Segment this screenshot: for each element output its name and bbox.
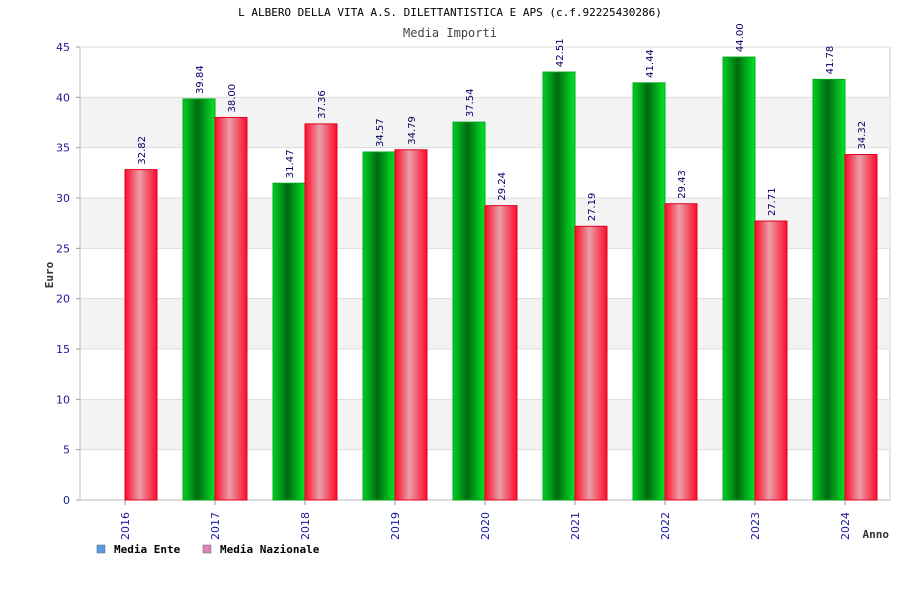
x-tick-label: 2023 (749, 512, 762, 540)
chart-subtitle: Media Importi (403, 26, 497, 40)
legend-label: Media Nazionale (220, 543, 320, 556)
data-label: 29.43 (677, 170, 688, 199)
y-tick-label: 20 (56, 293, 70, 306)
x-axis-label: Anno (863, 528, 890, 541)
bar-media-ente (362, 151, 396, 501)
data-label: 44.00 (735, 23, 746, 52)
y-tick-label: 40 (56, 91, 70, 104)
y-tick-label: 30 (56, 192, 70, 205)
data-label: 39.84 (195, 65, 206, 94)
x-tick-label: 2022 (659, 512, 672, 540)
data-label: 29.24 (497, 172, 508, 201)
x-tick-label: 2019 (389, 512, 402, 540)
data-label: 41.78 (825, 46, 836, 75)
data-label: 38.00 (227, 84, 238, 113)
x-tick-label: 2020 (479, 512, 492, 540)
data-label: 34.32 (857, 121, 868, 150)
bar-media-nazionale (664, 203, 698, 501)
data-label: 27.71 (767, 187, 778, 216)
x-tick-label: 2021 (569, 512, 582, 540)
legend-swatch (202, 544, 212, 554)
data-label: 31.47 (285, 150, 296, 179)
data-label: 41.44 (645, 49, 656, 78)
bar-media-nazionale (124, 169, 158, 501)
y-tick-label: 35 (56, 142, 70, 155)
y-axis-ticks: 0 5 10 15 20 25 30 35 40 45 (56, 41, 70, 507)
data-label: 42.51 (555, 38, 566, 67)
x-tick-label: 2018 (299, 512, 312, 540)
bar-media-ente (812, 78, 846, 501)
bar-media-nazionale (394, 149, 428, 501)
bar-media-ente (542, 71, 576, 501)
y-tick-label: 10 (56, 393, 70, 406)
y-tick-label: 5 (63, 444, 70, 457)
y-tick-label: 25 (56, 242, 70, 255)
x-axis-ticks: 2016 2017 2018 2019 2020 2021 2022 2023 2024 (119, 500, 852, 540)
bar-media-nazionale (844, 154, 878, 501)
data-label: 37.36 (317, 90, 328, 119)
y-axis-label: Euro (43, 261, 56, 288)
bar-media-ente (632, 82, 666, 501)
data-labels: 32.82 39.84 38.00 31.47 37.36 34.57 34.79 37.54… (137, 23, 868, 221)
bar-media-nazionale (214, 116, 248, 501)
x-tick-label: 2017 (209, 512, 222, 540)
y-tick-label: 0 (63, 494, 70, 507)
data-label: 32.82 (137, 136, 148, 165)
y-tick-label: 15 (56, 343, 70, 356)
legend: Media Ente Media Nazionale (96, 543, 320, 556)
bar-media-nazionale (754, 220, 788, 501)
bar-media-ente (182, 98, 216, 501)
bar-media-ente (452, 121, 486, 501)
bar-media-ente (722, 56, 756, 501)
bar-media-nazionale (484, 205, 518, 501)
chart-title: L ALBERO DELLA VITA A.S. DILETTANTISTICA… (238, 6, 662, 19)
bar-media-nazionale (574, 225, 608, 501)
data-label: 37.54 (465, 88, 476, 117)
data-label: 34.57 (375, 118, 386, 147)
legend-label: Media Ente (114, 543, 181, 556)
bar-media-nazionale (304, 123, 338, 501)
x-tick-label: 2016 (119, 512, 132, 540)
y-tick-label: 45 (56, 41, 70, 54)
data-label: 27.19 (587, 193, 598, 222)
legend-swatch (96, 544, 106, 554)
data-label: 34.79 (407, 116, 418, 145)
x-tick-label: 2024 (839, 512, 852, 540)
bar-media-ente (272, 182, 306, 501)
bars (124, 56, 878, 501)
